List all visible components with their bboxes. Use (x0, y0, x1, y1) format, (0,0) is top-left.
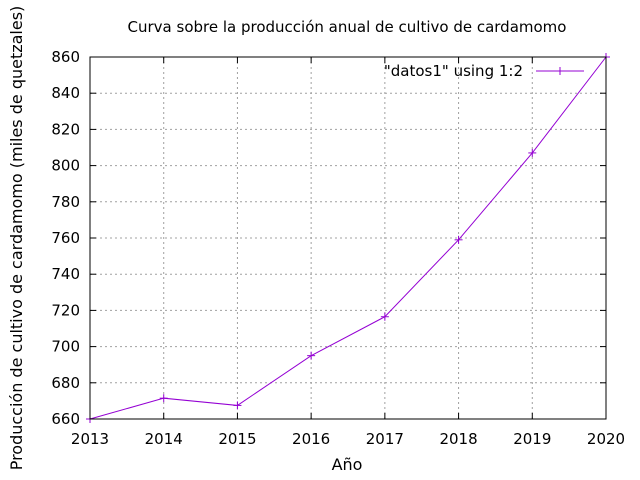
y-tick-label: 840 (51, 84, 80, 102)
grid (90, 57, 606, 419)
x-tick-label: 2015 (218, 430, 256, 448)
x-tick-label: 2018 (439, 430, 477, 448)
y-tick-label: 660 (51, 410, 80, 428)
y-tick-label: 720 (51, 301, 80, 319)
legend-label: "datos1" using 1:2 (384, 62, 523, 80)
data-point (307, 351, 316, 360)
y-tick-label: 860 (51, 48, 80, 66)
data-point (454, 235, 463, 244)
legend-marker-plus (556, 67, 564, 75)
x-tick-label: 2013 (71, 430, 109, 448)
series-line (89, 56, 607, 420)
legend-marker (556, 67, 564, 75)
y-tick-label: 760 (51, 229, 80, 247)
y-axis-label: Producción de cultivo de cardamomo (mile… (7, 6, 26, 471)
data-point (233, 401, 242, 410)
y-tick-label: 740 (51, 265, 80, 283)
axis-ticks: 660 680 700 720 740 760 780 800 820 840 860 2013 201… (51, 48, 625, 448)
legend: "datos1" using 1:2 (384, 62, 584, 80)
x-tick-label: 2020 (587, 430, 625, 448)
data-point (380, 312, 389, 321)
x-axis-label: Año (332, 455, 363, 474)
x-tick-label: 2017 (366, 430, 404, 448)
y-tick-label: 780 (51, 193, 80, 211)
y-tick-label: 680 (51, 374, 80, 392)
plot-frame (89, 56, 607, 420)
data-point (528, 148, 537, 157)
x-tick-label: 2014 (145, 430, 183, 448)
y-tick-label: 700 (51, 338, 80, 356)
chart-title: Curva sobre la producción anual de culti… (128, 18, 567, 36)
y-tick-label: 800 (51, 157, 80, 175)
x-tick-label: 2016 (292, 430, 330, 448)
x-tick-label: 2019 (513, 430, 551, 448)
y-tick-label: 820 (51, 120, 80, 138)
series-layer (86, 53, 610, 423)
data-point (159, 394, 168, 403)
